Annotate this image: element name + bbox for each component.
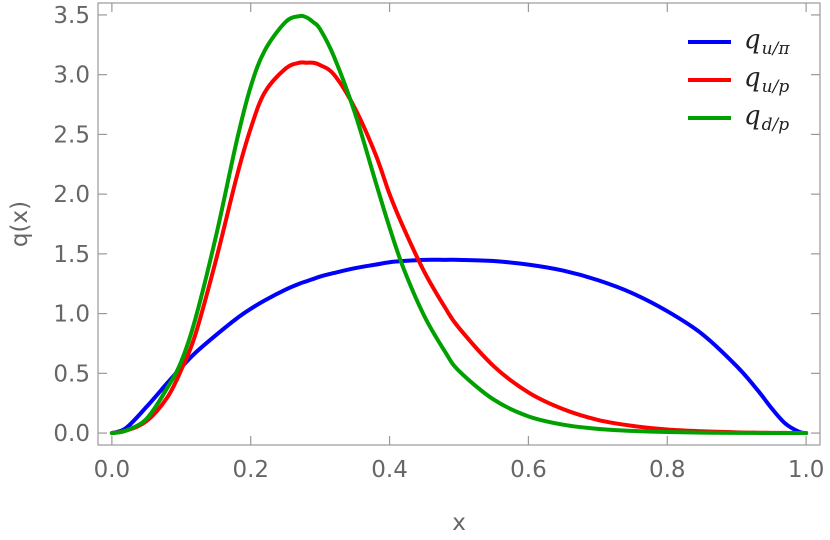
legend-label-1: qu/p <box>744 63 789 97</box>
y-tick-label: 3.5 <box>53 3 90 29</box>
series-line-0 <box>109 257 809 436</box>
x-tick-label: 0.6 <box>510 457 547 483</box>
series-line-2 <box>109 13 809 436</box>
y-tick-label: 1.5 <box>53 242 90 268</box>
y-tick-label: 2.5 <box>53 122 90 148</box>
x-tick-label: 0.8 <box>649 457 686 483</box>
legend-label-0: qu/π <box>744 25 790 59</box>
y-tick-label: 0.0 <box>53 421 90 447</box>
legend-label-2: qd/p <box>744 101 789 135</box>
y-tick-label: 3.0 <box>53 63 90 89</box>
x-tick-label: 0.0 <box>94 457 131 483</box>
x-tick-label: 1.0 <box>788 457 825 483</box>
x-tick-label: 0.2 <box>232 457 269 483</box>
y-tick-label: 1.0 <box>53 302 90 328</box>
y-tick-label: 0.5 <box>53 361 90 387</box>
y-axis: 0.0 0.5 1.0 1.5 2.0 2.5 3.0 3.5 <box>53 3 820 447</box>
series-lines <box>109 13 809 436</box>
x-axis-label: x <box>452 510 466 536</box>
x-tick-label: 0.4 <box>371 457 408 483</box>
x-axis: 0.0 0.2 0.4 0.6 0.8 1.0 <box>94 3 825 483</box>
y-tick-label: 2.0 <box>53 182 90 208</box>
plot-frame <box>97 2 821 446</box>
legend: qu/π qu/p qd/p <box>688 25 790 135</box>
y-axis-label: q(x) <box>7 201 33 247</box>
